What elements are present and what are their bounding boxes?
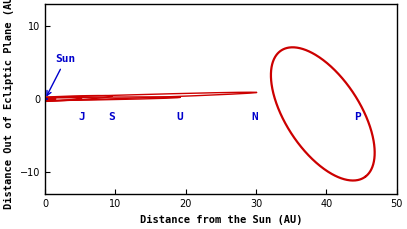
Text: J: J: [78, 112, 85, 123]
Text: Sun: Sun: [47, 54, 76, 95]
Text: U: U: [177, 112, 184, 123]
Y-axis label: Distance Out of Ecliptic Plane (AU): Distance Out of Ecliptic Plane (AU): [4, 0, 14, 209]
Text: P: P: [354, 112, 361, 123]
Text: N: N: [251, 112, 258, 123]
X-axis label: Distance from the Sun (AU): Distance from the Sun (AU): [140, 215, 302, 225]
Text: S: S: [108, 112, 115, 123]
